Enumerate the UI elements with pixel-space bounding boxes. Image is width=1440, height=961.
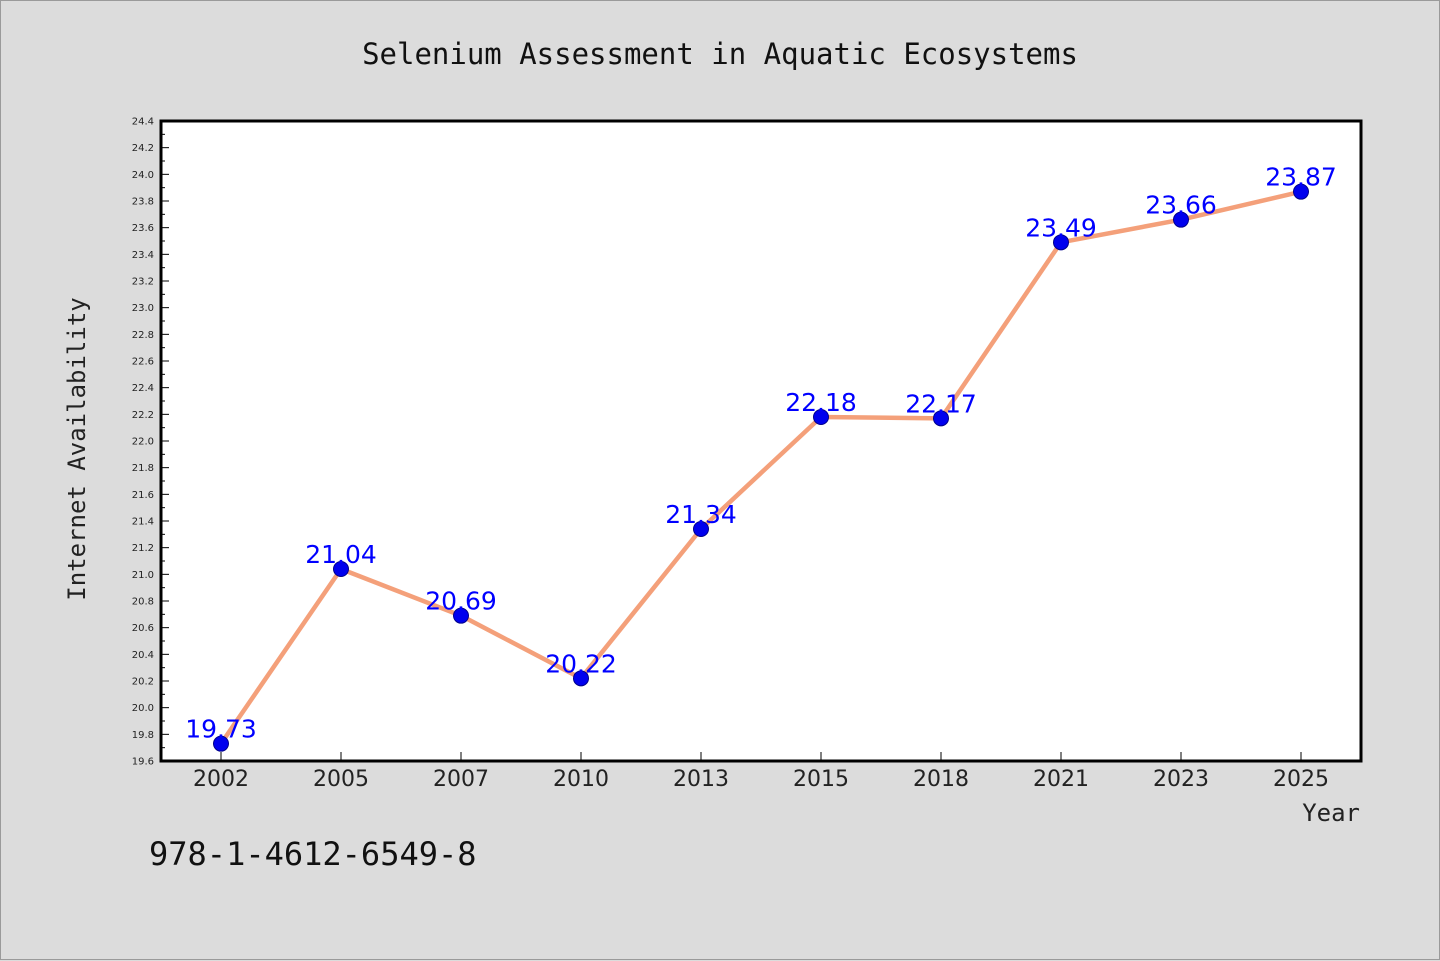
y-axis-label: Internet Availability (63, 297, 91, 600)
y-tick-label: 24.0 (132, 170, 154, 181)
y-tick-label: 21.2 (132, 543, 154, 554)
y-tick-label: 23.6 (132, 223, 154, 234)
data-point (1293, 183, 1309, 200)
y-tick-label: 20.8 (132, 597, 154, 608)
y-tick-label: 21.0 (132, 570, 154, 581)
x-tick-label: 2007 (433, 767, 489, 792)
y-tick-label: 22.0 (132, 437, 154, 448)
series-group (213, 183, 1309, 752)
data-point (453, 607, 469, 624)
y-tick-label: 20.2 (132, 677, 154, 688)
y-tick-label: 20.0 (132, 703, 154, 714)
chart-title: Selenium Assessment in Aquatic Ecosystem… (362, 37, 1078, 71)
y-tick-label: 19.8 (132, 730, 154, 741)
y-axis-ticks: 19.6 19.8 20.0 20.2 20.4 20.6 20.8 21.0 21.2 21.4… (132, 117, 169, 768)
data-point (933, 410, 949, 427)
y-tick-label: 24.2 (132, 143, 154, 154)
data-label: 22.18 (785, 388, 857, 417)
y-tick-label: 22.8 (132, 330, 154, 341)
y-tick-label: 23.8 (132, 197, 154, 208)
x-tick-label: 2005 (313, 767, 369, 792)
x-axis-label: Year (1302, 799, 1360, 827)
x-tick-label: 2015 (793, 767, 849, 792)
y-tick-label: 21.4 (132, 517, 154, 528)
y-tick-label: 20.6 (132, 623, 154, 634)
y-tick-label: 22.4 (132, 383, 154, 394)
footnote-isbn: 978-1-4612-6549-8 (149, 835, 477, 873)
x-tick-label: 2002 (193, 767, 249, 792)
y-tick-label: 19.6 (132, 757, 154, 768)
data-point (1173, 211, 1189, 228)
x-tick-label: 2023 (1153, 767, 1209, 792)
data-label: 21.34 (665, 500, 737, 529)
data-label: 19.73 (185, 715, 257, 744)
y-tick-label: 23.4 (132, 250, 154, 261)
series-line (219, 189, 1302, 745)
data-label: 22.17 (905, 389, 977, 418)
data-labels-group: 19.73 21.04 20.69 20.22 21.34 22.18 22.17 23.49… (185, 163, 1337, 744)
data-point (693, 521, 709, 537)
data-point (333, 561, 349, 577)
x-tick-label: 2018 (913, 767, 969, 792)
y-tick-label: 20.4 (132, 650, 154, 661)
plot-area (159, 119, 1363, 763)
y-tick-label: 21.6 (132, 490, 154, 501)
data-label: 21.04 (305, 540, 377, 569)
data-point (1053, 234, 1069, 251)
data-label: 20.22 (545, 649, 617, 678)
y-tick-label: 23.0 (132, 303, 154, 314)
x-tick-label: 2013 (673, 767, 729, 792)
y-tick-label: 23.2 (132, 277, 154, 288)
data-point (573, 670, 589, 687)
x-tick-label: 2025 (1273, 767, 1329, 792)
data-label: 23.87 (1265, 163, 1337, 192)
y-tick-label: 24.4 (132, 117, 154, 128)
x-tick-label: 2010 (553, 767, 609, 792)
y-tick-label: 22.6 (132, 357, 154, 368)
y-tick-label: 22.2 (132, 410, 154, 421)
x-axis-ticks: 2002 2005 2007 2010 2013 2015 2018 2021 2023 2025 (193, 752, 1329, 792)
x-tick-label: 2021 (1033, 767, 1089, 792)
data-label: 20.69 (425, 587, 497, 616)
y-tick-label: 21.8 (132, 463, 154, 474)
data-point (813, 409, 829, 425)
data-label: 23.49 (1025, 213, 1097, 242)
data-label: 23.66 (1145, 191, 1217, 220)
data-point (213, 735, 229, 752)
